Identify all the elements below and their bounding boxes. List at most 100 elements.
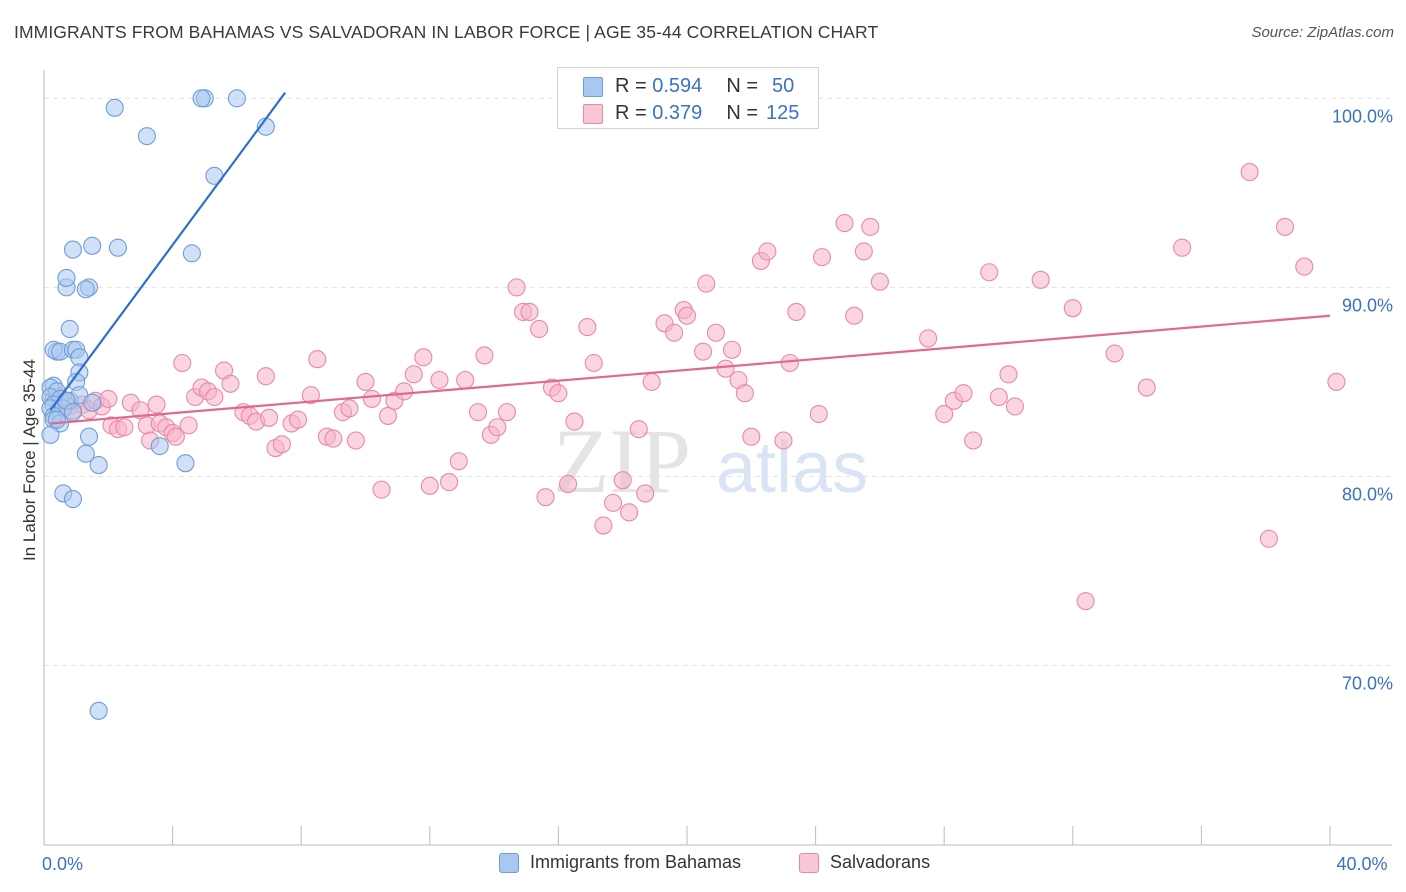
y-tick-label: 100.0%	[1332, 106, 1393, 126]
point-bahamas	[89, 456, 108, 475]
point-salvadoran	[362, 389, 381, 408]
legend-swatch-pink	[583, 103, 603, 124]
y-tick-label: 80.0%	[1342, 484, 1393, 504]
point-salvadoran	[954, 384, 973, 403]
point-salvadoran	[301, 386, 320, 405]
point-salvadoran	[1076, 592, 1095, 611]
point-salvadoran	[440, 473, 459, 492]
point-salvadoran	[620, 503, 639, 522]
point-salvadoran	[356, 372, 375, 391]
point-salvadoran	[735, 384, 754, 403]
point-bahamas	[83, 236, 102, 255]
point-bahamas	[150, 437, 169, 456]
point-salvadoran	[642, 372, 661, 391]
point-salvadoran	[964, 431, 983, 450]
point-salvadoran	[115, 418, 134, 437]
source-credit: Source: ZipAtlas.com	[1251, 24, 1394, 41]
point-salvadoran	[935, 404, 954, 424]
point-salvadoran	[629, 420, 648, 439]
tick-labels: 100.0% 90.0% 80.0% 70.0% 0.0% 40.0%	[42, 106, 1393, 874]
point-salvadoran	[456, 370, 475, 390]
point-salvadoran	[1327, 372, 1346, 391]
point-salvadoran	[584, 353, 603, 373]
point-salvadoran	[520, 302, 539, 322]
point-salvadoran	[173, 353, 192, 373]
point-salvadoran	[340, 399, 359, 418]
point-salvadoran	[205, 387, 224, 407]
point-salvadoran	[549, 384, 568, 403]
point-salvadoran	[809, 404, 828, 424]
point-salvadoran	[221, 374, 240, 393]
x-tick-label: 0.0%	[42, 854, 83, 874]
point-salvadoran	[999, 365, 1018, 384]
point-salvadoran	[919, 329, 938, 348]
point-salvadoran	[395, 382, 414, 401]
legend-n-label: N =	[726, 102, 758, 124]
legend-r-value: 0.594	[652, 75, 703, 97]
point-salvadoran	[774, 431, 793, 450]
point-salvadoran	[706, 323, 725, 342]
point-salvadoran	[272, 435, 291, 454]
point-salvadoran	[430, 370, 449, 390]
point-bahamas	[83, 393, 102, 412]
point-salvadoran	[1240, 163, 1259, 182]
legend-swatch-blue	[583, 76, 603, 97]
bottom-legend-bahamas: Immigrants from Bahamas	[499, 852, 741, 873]
point-salvadoran	[613, 471, 632, 490]
trend-lines	[49, 92, 1331, 425]
point-salvadoran	[980, 263, 999, 282]
point-bahamas	[105, 98, 124, 117]
point-salvadoran	[604, 493, 623, 512]
point-salvadoran	[378, 406, 398, 425]
chart-title: IMMIGRANTS FROM BAHAMAS VS SALVADORAN IN…	[14, 22, 879, 42]
point-salvadoran	[870, 272, 889, 291]
point-salvadoran	[835, 214, 854, 233]
point-salvadoran	[288, 410, 308, 429]
point-salvadoran	[497, 403, 517, 422]
bottom-legend-label: Salvadorans	[830, 852, 931, 872]
legend-row-bahamas: R = 0.594 N = 50	[583, 73, 794, 100]
point-salvadoran	[1031, 270, 1050, 289]
point-salvadoran	[1259, 529, 1278, 548]
axes	[43, 70, 1392, 846]
point-salvadoran	[1063, 299, 1082, 318]
bottom-legend-label: Immigrants from Bahamas	[530, 852, 742, 872]
point-salvadoran	[147, 395, 166, 414]
point-salvadoran	[404, 365, 423, 384]
point-salvadoran	[420, 476, 439, 495]
point-salvadoran	[665, 323, 684, 342]
point-bahamas	[63, 403, 82, 422]
point-salvadoran	[372, 480, 391, 499]
point-salvadoran	[1005, 397, 1024, 416]
trend-line-salvadorans	[50, 314, 1331, 425]
point-salvadoran	[722, 340, 742, 359]
point-salvadoran	[677, 306, 697, 325]
point-bahamas	[57, 268, 76, 287]
point-salvadoran	[468, 403, 488, 422]
point-salvadoran	[414, 348, 433, 367]
point-salvadoran	[1137, 378, 1156, 397]
point-salvadoran	[854, 242, 873, 261]
point-salvadoran	[694, 342, 713, 361]
point-salvadoran	[449, 452, 468, 471]
bottom-legend-swatch-blue	[499, 852, 519, 873]
point-bahamas	[227, 89, 246, 108]
legend-r-label: R =	[615, 75, 647, 97]
stats-legend: R = 0.594 N = 50 R = 0.379 N = 125	[557, 67, 819, 129]
point-bahamas	[108, 238, 127, 257]
point-salvadoran	[845, 306, 864, 325]
point-salvadoran	[716, 359, 735, 378]
point-salvadoran	[565, 412, 584, 431]
point-salvadoran	[1295, 257, 1314, 276]
point-bahamas	[89, 701, 108, 720]
point-salvadoran	[259, 408, 279, 427]
point-salvadoran	[861, 217, 880, 236]
point-salvadoran	[989, 387, 1008, 407]
x-tick-label: 40.0%	[1336, 854, 1387, 874]
point-salvadoran	[324, 429, 343, 448]
grid-lines	[44, 97, 1390, 666]
point-bahamas	[176, 454, 195, 473]
point-salvadoran	[99, 389, 118, 408]
point-salvadoran	[1173, 238, 1192, 257]
point-bahamas	[182, 244, 201, 263]
